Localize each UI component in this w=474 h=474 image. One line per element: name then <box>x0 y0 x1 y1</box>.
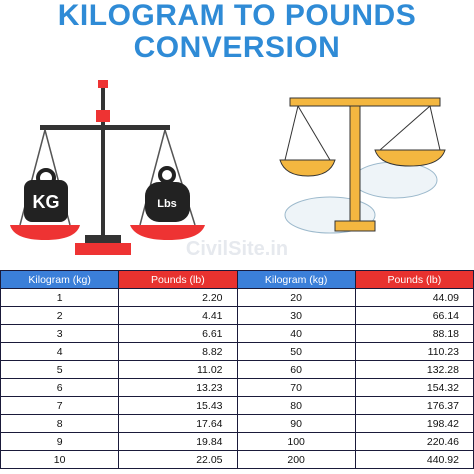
column-header: Pounds (lb) <box>118 270 238 289</box>
table-cell: 440.92 <box>354 450 474 469</box>
title: KILOGRAM TO POUNDS CONVERSION <box>0 0 474 64</box>
weight-label: Lbs <box>157 198 177 210</box>
table-cell: 6 <box>0 378 120 397</box>
table-cell: 5 <box>0 360 120 379</box>
table-cell: 80 <box>236 396 356 415</box>
table-cell: 9 <box>0 432 120 451</box>
table-cell: 8.82 <box>118 342 238 361</box>
table-row: 8 17.64 90 198.42 <box>0 414 474 433</box>
table-cell: 17.64 <box>118 414 238 433</box>
table-cell: 30 <box>236 306 356 325</box>
table-row: 1 2.20 20 44.09 <box>0 288 474 307</box>
table-cell: 2 <box>0 306 120 325</box>
table-row: 10 22.05 200 440.92 <box>0 450 474 469</box>
table-cell: 3 <box>0 324 120 343</box>
table-cell: 10 <box>0 450 120 469</box>
table-cell: 6.61 <box>118 324 238 343</box>
table-row: 2 4.41 30 66.14 <box>0 306 474 325</box>
table-cell: 2.20 <box>118 288 238 307</box>
column-header: Kilogram (kg) <box>0 270 120 289</box>
table-cell: 198.42 <box>354 414 474 433</box>
conversion-table: Kilogram (kg) Pounds (lb) Kilogram (kg) Pou… <box>0 270 474 469</box>
table-cell: 110.23 <box>354 342 474 361</box>
table-cell: 15.43 <box>118 396 238 415</box>
column-header: Kilogram (kg) <box>236 270 356 289</box>
table-cell: 8 <box>0 414 120 433</box>
table-row: 5 11.02 60 132.28 <box>0 360 474 379</box>
table-cell: 66.14 <box>354 306 474 325</box>
table-cell: 40 <box>236 324 356 343</box>
table-body: 1 2.20 20 44.09 2 4.41 30 66.14 3 6.61 40 88.18 4 8.8… <box>0 288 474 469</box>
table-cell: 19.84 <box>118 432 238 451</box>
table-row: 7 15.43 80 176.37 <box>0 396 474 415</box>
table-cell: 4 <box>0 342 120 361</box>
table-row: 4 8.82 50 110.23 <box>0 342 474 361</box>
table-row: 3 6.61 40 88.18 <box>0 324 474 343</box>
table-row: 9 19.84 100 220.46 <box>0 432 474 451</box>
title-line: KILOGRAM TO POUNDS <box>57 0 417 32</box>
table-cell: 176.37 <box>354 396 474 415</box>
watermark: CivilSite.in <box>186 238 288 260</box>
column-header: Pounds (lb) <box>354 270 474 289</box>
table-cell: 70 <box>236 378 356 397</box>
table-cell: 13.23 <box>118 378 238 397</box>
table-cell: 1 <box>0 288 120 307</box>
table-cell: 4.41 <box>118 306 238 325</box>
table-cell: 11.02 <box>118 360 238 379</box>
table-cell: 60 <box>236 360 356 379</box>
table-cell: 154.32 <box>354 378 474 397</box>
table-row: 6 13.23 70 154.32 <box>0 378 474 397</box>
table-cell: 132.28 <box>354 360 474 379</box>
weight-label: KG <box>33 192 60 212</box>
title-line: CONVERSION <box>133 31 341 64</box>
table-cell: 20 <box>236 288 356 307</box>
table-cell: 7 <box>0 396 120 415</box>
table-cell: 90 <box>236 414 356 433</box>
table-cell: 22.05 <box>118 450 238 469</box>
table-cell: 100 <box>236 432 356 451</box>
left-scale: KG Lbs <box>10 80 205 255</box>
table-cell: 44.09 <box>354 288 474 307</box>
table-cell: 200 <box>236 450 356 469</box>
illustration: KG Lbs CivilSite.in <box>10 80 446 260</box>
table-cell: 50 <box>236 342 356 361</box>
right-scale <box>279 97 446 234</box>
table-cell: 88.18 <box>354 324 474 343</box>
table-cell: 220.46 <box>354 432 474 451</box>
header-row: Kilogram (kg) Pounds (lb) Kilogram (kg) Pou… <box>0 270 474 289</box>
